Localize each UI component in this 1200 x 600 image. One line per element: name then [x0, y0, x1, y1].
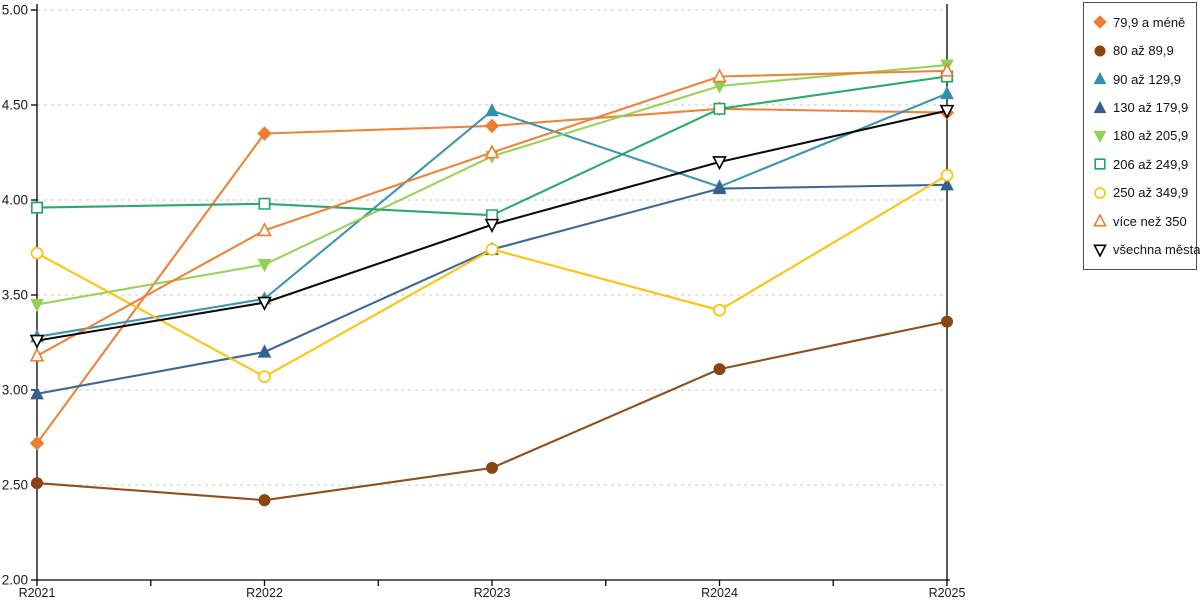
- x-tick-label: R2021: [19, 586, 56, 600]
- data-point-marker: [939, 104, 955, 119]
- data-point-marker: [485, 243, 499, 256]
- x-tick-label: R2023: [474, 586, 511, 600]
- legend-item-4: 180 až 205,9: [1093, 128, 1194, 143]
- legend-item-1: 80 až 89,9: [1093, 43, 1194, 58]
- legend-label: 80 až 89,9: [1113, 43, 1174, 59]
- triangle-up-icon: [1093, 214, 1107, 227]
- diamond-icon: [1093, 15, 1107, 29]
- data-point-marker: [257, 126, 272, 141]
- data-point-marker: [30, 246, 44, 260]
- legend-label: 206 až 249,9: [1113, 156, 1189, 172]
- data-point-marker: [257, 296, 272, 311]
- data-point-marker: [31, 201, 43, 214]
- legend-item-6: 250 až 349,9: [1093, 185, 1194, 200]
- data-point-marker: [30, 298, 44, 313]
- legend-item-2: 90 až 129,9: [1093, 72, 1194, 87]
- legend-label: 180 až 205,9: [1113, 128, 1189, 144]
- data-point-marker: [29, 347, 45, 362]
- data-point-marker: [485, 461, 499, 474]
- data-point-marker: [713, 363, 726, 376]
- y-tick-label: 4.50: [2, 98, 28, 113]
- legend-item-5: 206 až 249,9: [1093, 157, 1194, 172]
- data-point-marker: [30, 477, 44, 490]
- legend-label: 79,9 a méně: [1113, 14, 1186, 30]
- circle-icon: [1094, 45, 1106, 57]
- triangle-up-icon: [1093, 100, 1107, 113]
- data-point-marker: [940, 177, 954, 191]
- legend-label: 130 až 179,9: [1113, 100, 1189, 116]
- data-point-marker: [257, 259, 272, 273]
- circle-icon: [1094, 187, 1106, 199]
- data-point-marker: [257, 344, 272, 358]
- x-tick-label: R2025: [929, 586, 966, 600]
- triangle-down-icon: [1093, 130, 1107, 143]
- legend-label: 250 až 349,9: [1113, 185, 1189, 201]
- data-point-marker: [939, 62, 955, 77]
- y-tick-label: 5.00: [2, 3, 28, 18]
- y-tick-label: 3.50: [2, 288, 28, 303]
- data-point-marker: [485, 103, 499, 117]
- data-point-marker: [713, 303, 726, 317]
- legend-label: 90 až 129,9: [1113, 71, 1181, 87]
- legend-item-7: více než 350: [1093, 214, 1194, 229]
- data-point-marker: [940, 168, 954, 182]
- legend-label: více než 350: [1113, 213, 1187, 229]
- data-point-marker: [713, 102, 726, 115]
- data-point-marker: [712, 181, 727, 195]
- data-point-marker: [940, 315, 954, 328]
- data-point-marker: [258, 197, 271, 210]
- x-tick-label: R2022: [246, 586, 283, 600]
- data-point-marker: [484, 218, 500, 233]
- data-point-marker: [712, 156, 727, 171]
- legend-item-0: 79,9 a méně: [1093, 15, 1194, 30]
- legend-item-8: všechna města: [1093, 242, 1200, 257]
- legend: 79,9 a méně 80 až 89,9 90 až 129,9 130 až 1…: [1083, 2, 1200, 270]
- data-point-marker: [29, 334, 45, 349]
- series-line-4: [35, 64, 949, 306]
- data-point-marker: [29, 435, 45, 451]
- x-tick-label: R2024: [701, 586, 738, 600]
- data-point-marker: [258, 494, 271, 507]
- y-tick-label: 2.00: [2, 573, 28, 588]
- data-point-marker: [940, 86, 954, 100]
- square-icon: [1094, 158, 1106, 171]
- y-tick-label: 2.50: [2, 478, 28, 493]
- data-point-marker: [258, 370, 271, 384]
- y-tick-label: 4.00: [2, 193, 28, 208]
- data-point-marker: [484, 118, 500, 134]
- y-tick-label: 3.00: [2, 383, 28, 398]
- triangle-down-icon: [1093, 244, 1107, 257]
- triangle-up-icon: [1093, 72, 1107, 85]
- legend-label: všechna města: [1113, 242, 1200, 258]
- legend-item-3: 130 až 179,9: [1093, 100, 1194, 115]
- data-point-marker: [484, 144, 500, 159]
- data-point-marker: [30, 386, 44, 400]
- data-point-marker: [257, 222, 272, 237]
- data-point-marker: [712, 68, 727, 83]
